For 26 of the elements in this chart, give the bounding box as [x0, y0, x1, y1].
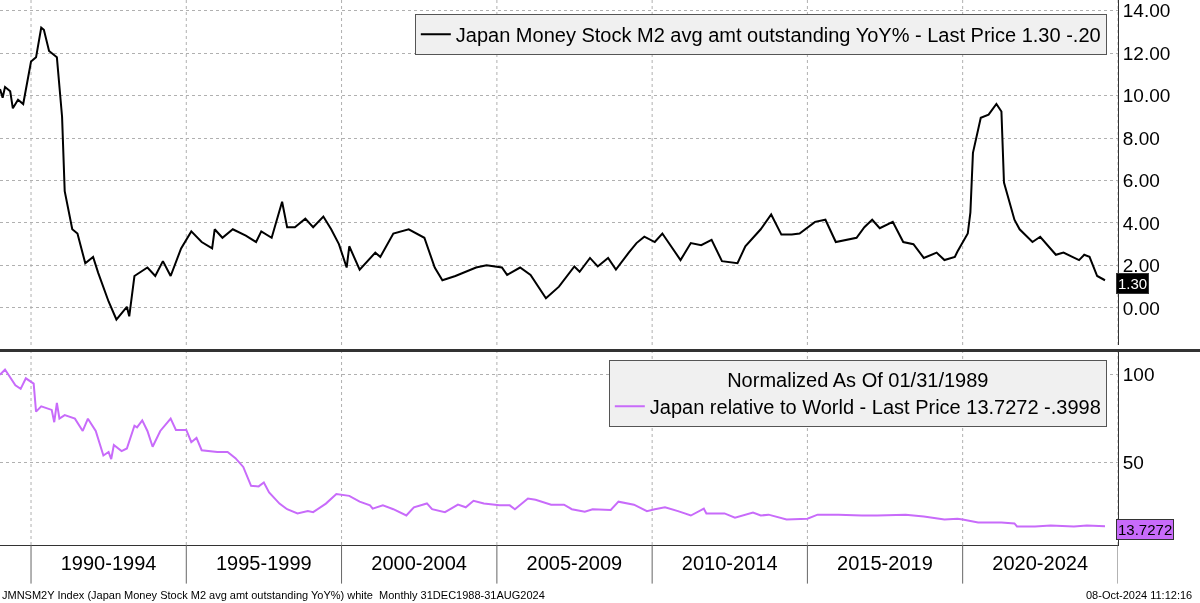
x-tick-label: 2005-2009: [526, 552, 623, 574]
annotation: 1.30: [1118, 275, 1148, 292]
x-tick-label: 1995-1999: [216, 552, 312, 574]
y-tick-label: 14.00: [1122, 0, 1171, 22]
y-tick-label: 4.00: [1122, 212, 1160, 234]
y-tick-label: 10.00: [1122, 85, 1171, 107]
y-tick-label: 2.00: [1122, 255, 1160, 277]
x-tick-label: 2010-2014: [681, 552, 778, 574]
y-tick-label: 100: [1122, 364, 1155, 386]
x-tick-label: 1990-1994: [60, 552, 157, 574]
x-tick-label: 2000-2004: [371, 552, 467, 574]
legend-label: Japan Money Stock M2 avg amt outstanding YoY% - Last Price 1.30 -.20: [455, 24, 1101, 47]
y-tick-label: 0.00: [1122, 297, 1160, 319]
y-tick-label: 12.00: [1122, 42, 1171, 64]
x-tick-label: 2020-2024: [992, 552, 1089, 574]
text: 08-Oct-2024 11:12:16: [1086, 589, 1193, 601]
y-tick-label: 6.00: [1122, 170, 1160, 192]
legend-label: Japan relative to World - Last Price 13.7272 -.3998: [649, 396, 1101, 419]
annotation: 13.7272: [1118, 521, 1173, 538]
line-series: [0, 26, 1106, 321]
y-tick-label: 50: [1122, 452, 1144, 474]
legend-title: Normalized As Of 01/31/1989: [727, 368, 989, 391]
text: JMNSM2Y Index (Japan Money Stock M2 avg amt outstanding YoY%) white Monthly 31DEC1988-31AUG2024: [2, 589, 545, 601]
x-tick-label: 2015-2019: [837, 552, 933, 574]
line-series: [0, 368, 1106, 528]
y-tick-label: 8.00: [1122, 127, 1160, 149]
